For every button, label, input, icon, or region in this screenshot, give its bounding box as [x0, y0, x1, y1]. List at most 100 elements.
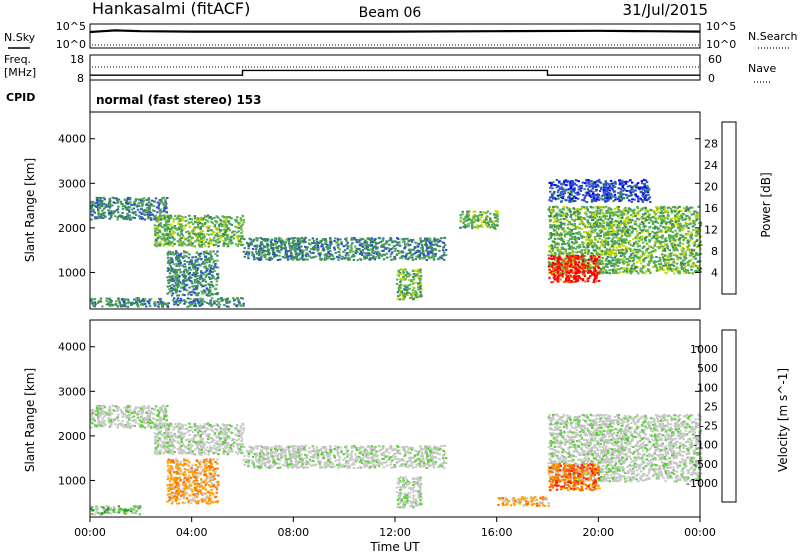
echo-cell	[104, 198, 106, 200]
echo-cell	[412, 259, 414, 261]
echo-cell	[173, 271, 175, 273]
echo-cell	[345, 245, 347, 247]
echo-cell	[382, 254, 384, 256]
echo-cell	[695, 235, 697, 237]
echo-cell	[406, 238, 408, 240]
echo-cell	[227, 245, 229, 247]
echo-cell	[649, 235, 651, 237]
echo-cell	[189, 280, 191, 282]
echo-cell	[584, 252, 586, 254]
echo-cell	[419, 269, 421, 271]
echo-cell	[693, 211, 695, 213]
echo-cell	[609, 272, 611, 274]
echo-cell	[226, 298, 228, 300]
echo-cell	[412, 293, 414, 295]
echo-cell	[559, 209, 561, 211]
echo-cell	[127, 302, 129, 304]
echo-cell	[637, 251, 639, 253]
echo-cell	[670, 258, 672, 260]
echo-cell	[567, 232, 569, 234]
echo-cell	[312, 252, 314, 254]
echo-cell	[638, 225, 640, 227]
echo-cell	[170, 217, 172, 219]
echo-cell	[688, 223, 690, 225]
echo-cell	[435, 244, 437, 246]
echo-cell	[614, 272, 616, 274]
echo-cell	[462, 211, 464, 213]
echo-cell	[197, 267, 199, 269]
echo-cell	[141, 205, 143, 207]
echo-cell	[179, 290, 181, 292]
echo-cell	[172, 221, 174, 223]
echo-cell	[213, 237, 215, 239]
echo-cell	[411, 257, 413, 259]
echo-cell	[662, 215, 664, 217]
echo-cell	[624, 229, 626, 231]
echo-cell	[263, 240, 265, 242]
echo-cell	[422, 257, 424, 259]
echo-cell	[157, 238, 159, 240]
echo-cell	[483, 221, 485, 223]
echo-cell	[138, 205, 140, 207]
echo-cell	[159, 231, 161, 233]
echo-cell	[210, 270, 212, 272]
cpid-label: CPID	[6, 91, 35, 104]
echo-cell	[167, 227, 169, 229]
echo-cell	[397, 298, 399, 300]
echo-cell	[188, 263, 190, 265]
echo-cell	[194, 234, 196, 236]
echo-cell	[343, 258, 345, 260]
echo-cell	[195, 305, 197, 307]
echo-cell	[557, 233, 559, 235]
echo-cell	[563, 218, 565, 220]
echo-cell	[108, 303, 110, 305]
echo-cell	[139, 218, 141, 220]
echo-cell	[684, 265, 686, 267]
echo-cell	[429, 238, 431, 240]
echo-cell	[364, 253, 366, 255]
echo-cell	[218, 225, 220, 227]
echo-cell	[445, 249, 447, 251]
echo-cell	[603, 215, 605, 217]
echo-cell	[660, 265, 662, 267]
echo-cell	[477, 217, 479, 219]
echo-cell	[690, 255, 692, 257]
echo-cell	[668, 262, 670, 264]
echo-cell	[201, 230, 203, 232]
echo-cell	[180, 300, 182, 302]
echo-cell	[614, 240, 616, 242]
echo-cell	[171, 268, 173, 270]
echo-cell	[214, 220, 216, 222]
echo-cell	[184, 216, 186, 218]
echo-cell	[285, 250, 287, 252]
echo-cell	[611, 219, 613, 221]
echo-cell	[159, 216, 161, 218]
echo-cell	[144, 214, 146, 216]
echo-cell	[242, 221, 244, 223]
echo-cell	[205, 281, 207, 283]
echo-cell	[199, 222, 201, 224]
echo-cell	[606, 266, 608, 268]
echo-cell	[602, 266, 604, 268]
echo-cell	[403, 278, 405, 280]
echo-cell	[197, 280, 199, 282]
echo-cell	[573, 212, 575, 214]
noise-sky-label: N.Sky	[4, 31, 36, 44]
echo-cell	[615, 234, 617, 236]
echo-cell	[594, 217, 596, 219]
echo-cell	[217, 277, 219, 279]
echo-cell	[641, 235, 643, 237]
echo-cell	[274, 240, 276, 242]
echo-cell	[611, 257, 613, 259]
echo-cell	[247, 257, 249, 259]
echo-cell	[624, 256, 626, 258]
echo-cell	[667, 268, 669, 270]
echo-cell	[126, 218, 128, 220]
echo-cell	[680, 257, 682, 259]
echo-cell	[171, 226, 173, 228]
echo-cell	[671, 220, 673, 222]
echo-cell	[247, 247, 249, 249]
echo-cell	[127, 197, 129, 199]
echo-cell	[577, 218, 579, 220]
echo-cell	[202, 285, 204, 287]
